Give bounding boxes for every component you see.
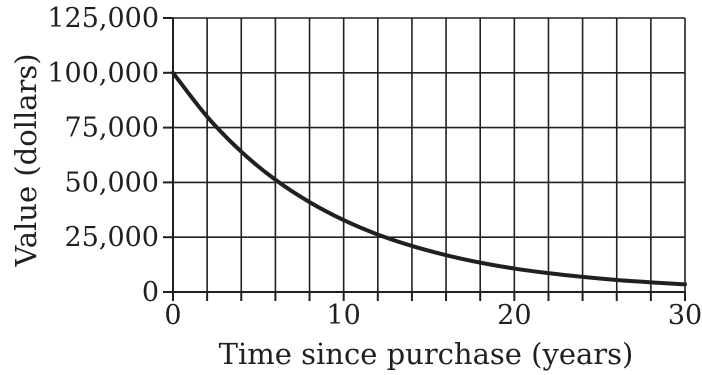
y-tick-label: 75,000 bbox=[65, 113, 159, 144]
x-axis-label: Time since purchase (years) bbox=[219, 337, 634, 371]
grid bbox=[173, 17, 686, 292]
tick-labels: 0 25,000 50,000 75,000 100,000 125,000 0 10 20 30 bbox=[47, 3, 702, 331]
x-tick-label: 10 bbox=[326, 300, 360, 331]
value-curve bbox=[171, 70, 687, 287]
y-tick-label: 125,000 bbox=[47, 3, 159, 34]
axes bbox=[163, 17, 686, 301]
series bbox=[171, 70, 687, 287]
y-axis-label: Value (dollars) bbox=[9, 53, 43, 267]
x-tick-label: 30 bbox=[668, 300, 702, 331]
y-tick-label: 50,000 bbox=[65, 167, 159, 198]
y-tick-label: 0 bbox=[142, 277, 159, 308]
x-tick-label: 0 bbox=[164, 300, 181, 331]
y-tick-label: 100,000 bbox=[47, 58, 159, 89]
y-tick-label: 25,000 bbox=[65, 222, 159, 253]
x-tick-label: 20 bbox=[497, 300, 531, 331]
